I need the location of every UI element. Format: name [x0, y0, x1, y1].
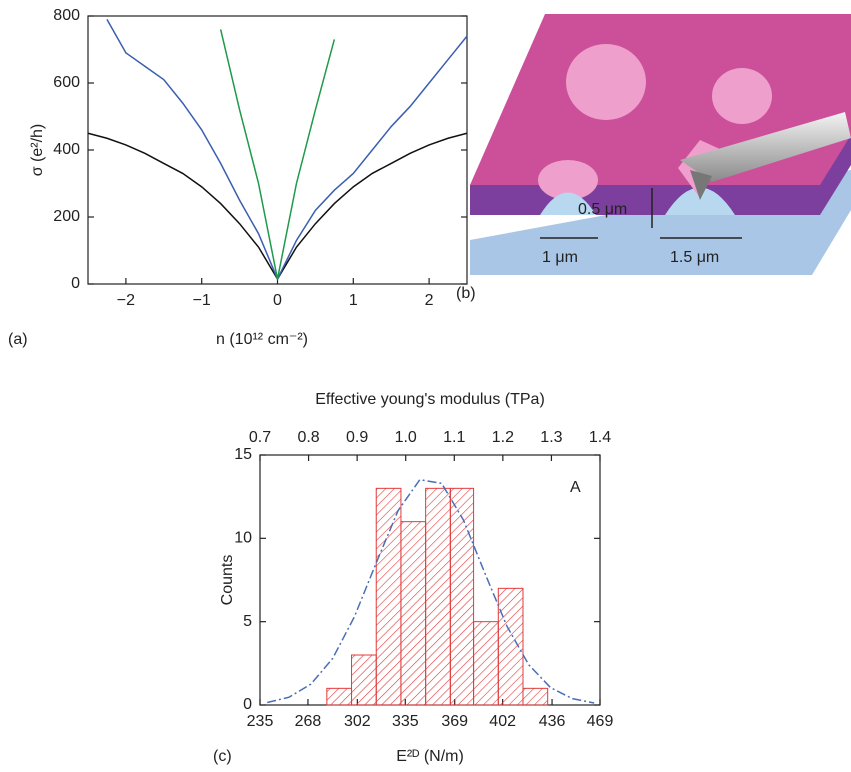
x2-tick-label: 0.8 [297, 429, 319, 446]
x2-tick-label: 1.3 [540, 429, 562, 446]
histogram-bar [473, 621, 499, 706]
panel-label: (b) [456, 285, 476, 302]
histogram-bar [351, 654, 377, 706]
histogram-bar [449, 487, 475, 706]
y-tick-label: 400 [53, 141, 80, 158]
y-tick-label: 600 [53, 74, 80, 91]
plot-frame [87, 15, 468, 285]
y-tick-label: 0 [243, 696, 252, 713]
histogram-bar [522, 687, 549, 706]
x-tick-label: 436 [539, 713, 566, 730]
x-tick-label: −2 [117, 292, 135, 309]
annotation: A [570, 479, 581, 496]
x2-tick-label: 1.4 [589, 429, 611, 446]
hole [712, 68, 772, 124]
y-tick-label: 10 [234, 530, 252, 547]
data-line [219, 29, 336, 280]
x-tick-label: 369 [441, 713, 468, 730]
hole [538, 160, 598, 200]
x-tick-label: 302 [344, 713, 371, 730]
x-axis-label: n (10¹² cm⁻²) [216, 331, 308, 348]
x-tick-label: 0 [273, 292, 282, 309]
dimension-label: 0.5 μm [578, 201, 627, 218]
y-tick-label: 5 [243, 613, 252, 630]
panel-label: (c) [213, 748, 232, 765]
x2-tick-label: 0.7 [249, 429, 271, 446]
data-line [87, 132, 468, 281]
dimension-label: 1.5 μm [670, 249, 719, 266]
x-tick-label: 335 [392, 713, 419, 730]
afm-tip [690, 170, 712, 200]
panel-label: (a) [8, 331, 28, 348]
membrane-diagram: 0.5 μm 1 μm 1.5 μm (b) [456, 14, 851, 302]
x2-tick-label: 0.9 [346, 429, 368, 446]
y-tick-label: 200 [53, 208, 80, 225]
histogram-bar [400, 521, 427, 706]
afm-cantilever [680, 112, 851, 182]
y-axis-label: Counts [219, 555, 236, 606]
x2-tick-label: 1.0 [395, 429, 417, 446]
y-axis-label: σ (e²/h) [29, 124, 46, 177]
x2-axis-title: Effective young's modulus (TPa) [315, 391, 545, 408]
y-tick-label: 0 [71, 275, 80, 292]
histogram-bar [326, 687, 353, 706]
hole [566, 44, 646, 120]
x-tick-label: 469 [587, 713, 614, 730]
x-axis-label: E²ᴰ (N/m) [396, 748, 464, 765]
hole-section [665, 187, 735, 215]
data-line [106, 18, 468, 281]
graphene-top [470, 14, 851, 185]
x2-tick-label: 1.2 [492, 429, 514, 446]
x-tick-label: 402 [489, 713, 516, 730]
histogram-bar [375, 487, 402, 706]
hole-section [540, 192, 596, 215]
x-tick-label: −1 [193, 292, 211, 309]
fit-curve [267, 478, 595, 704]
y-tick-label: 15 [234, 446, 252, 463]
x-tick-label: 235 [247, 713, 274, 730]
x-tick-label: 268 [295, 713, 322, 730]
histogram-bar [425, 487, 451, 706]
y-tick-label: 800 [53, 7, 80, 24]
x2-tick-label: 1.1 [443, 429, 465, 446]
x-tick-label: 2 [425, 292, 434, 309]
dimension-label: 1 μm [542, 249, 578, 266]
x-tick-label: 1 [349, 292, 358, 309]
